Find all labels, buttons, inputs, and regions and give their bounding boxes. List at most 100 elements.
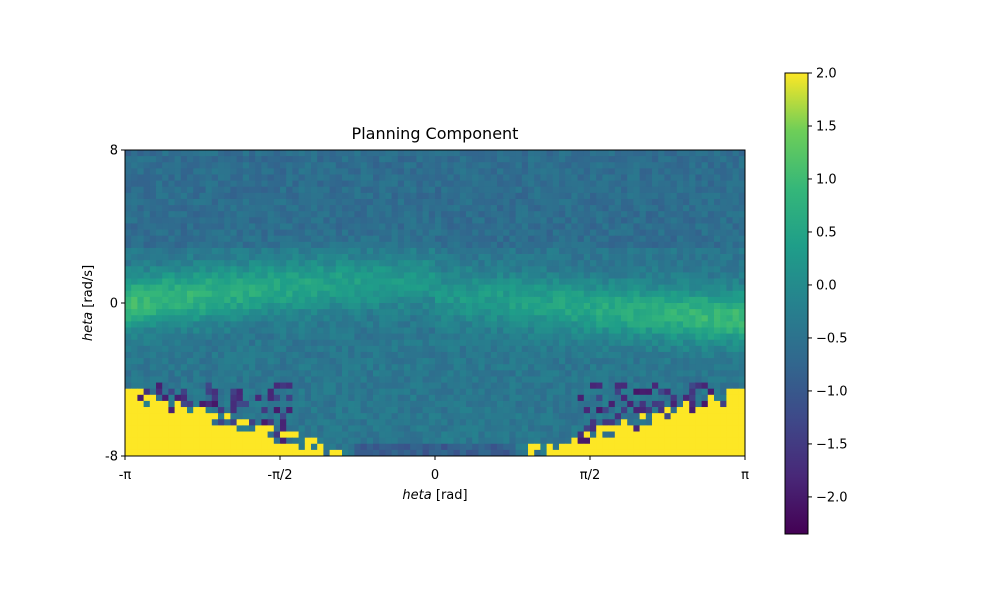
heatmap-cell [218, 345, 225, 353]
heatmap-cell [552, 370, 560, 377]
heatmap-cell [174, 192, 182, 200]
heatmap-cell [695, 260, 702, 267]
heatmap-cell [410, 186, 417, 194]
heatmap-cell [410, 168, 417, 175]
heatmap-cell [447, 290, 454, 298]
heatmap-cell [695, 186, 702, 194]
heatmap-cell [453, 370, 461, 377]
heatmap-cell [397, 413, 405, 420]
heatmap-cell [670, 198, 678, 206]
heatmap-cell [484, 266, 492, 273]
heatmap-cell [366, 425, 374, 432]
heatmap-cell [484, 223, 492, 230]
heatmap-cell [546, 296, 554, 304]
heatmap-cell [428, 156, 436, 163]
heatmap-cell [156, 205, 163, 212]
heatmap-cell [738, 407, 746, 414]
heatmap-cell [404, 425, 411, 432]
heatmap-cell [267, 358, 275, 365]
heatmap-cell [652, 192, 659, 200]
heatmap-cell [323, 315, 330, 322]
heatmap-cell [168, 211, 175, 218]
heatmap-cell [242, 217, 250, 224]
heatmap-cell [348, 168, 355, 175]
heatmap-cell [621, 449, 628, 457]
heatmap-cell [534, 290, 541, 298]
heatmap-cell [242, 260, 250, 267]
heatmap-cell [143, 186, 151, 194]
heatmap-cell [583, 376, 591, 383]
heatmap-cell [373, 339, 380, 347]
heatmap-cell [236, 339, 244, 347]
heatmap-cell [602, 407, 609, 414]
heatmap-cell [738, 229, 746, 237]
heatmap-cell [311, 394, 318, 402]
heatmap-cell [391, 345, 399, 353]
heatmap-cell [174, 266, 182, 273]
heatmap-cell [298, 186, 306, 194]
heatmap-cell [441, 168, 448, 175]
heatmap-cell [546, 272, 554, 279]
heatmap-cell [255, 382, 262, 390]
heatmap-cell [317, 309, 324, 316]
heatmap-cell [218, 437, 225, 445]
heatmap-cell [528, 174, 535, 181]
heatmap-cell [174, 431, 182, 439]
heatmap-cell [466, 296, 473, 304]
heatmap-cell [689, 388, 696, 396]
heatmap-cell [348, 186, 355, 194]
heatmap-cell [683, 358, 690, 365]
heatmap-cell [348, 211, 355, 218]
heatmap-cell [621, 168, 628, 175]
heatmap-cell [596, 186, 603, 194]
heatmap-cell [602, 290, 609, 298]
heatmap-cell [360, 211, 368, 218]
heatmap-cell [720, 333, 727, 341]
heatmap-cell [490, 272, 498, 279]
heatmap-cell [218, 223, 225, 230]
heatmap-cell [249, 235, 256, 243]
heatmap-cell [242, 388, 250, 396]
heatmap-cell [602, 217, 609, 224]
heatmap-cell [621, 284, 628, 292]
heatmap-cell [292, 260, 299, 267]
heatmap-cell [168, 419, 175, 426]
heatmap-cell [689, 229, 696, 237]
heatmap-cell [515, 266, 523, 273]
heatmap-cell [695, 431, 702, 439]
heatmap-cell [670, 217, 678, 224]
heatmap-cell [490, 364, 498, 371]
heatmap-cell [478, 400, 485, 408]
heatmap-cell [726, 247, 733, 255]
heatmap-cell [267, 321, 275, 328]
heatmap-cell [335, 382, 343, 390]
heatmap-cell [608, 205, 616, 212]
heatmap-cell [466, 192, 473, 200]
heatmap-cell [193, 413, 200, 420]
heatmap-cell [286, 419, 293, 426]
heatmap-cell [366, 254, 374, 261]
heatmap-cell [726, 407, 733, 414]
heatmap-cell [645, 162, 653, 169]
heatmap-cell [416, 303, 423, 310]
heatmap-cell [391, 296, 399, 304]
heatmap-cell [373, 321, 380, 328]
heatmap-cell [249, 407, 256, 414]
heatmap-cell [131, 364, 138, 371]
heatmap-cell [422, 321, 430, 328]
heatmap-cell [236, 174, 244, 181]
heatmap-cell [552, 272, 560, 279]
heatmap-cell [484, 382, 492, 390]
heatmap-cell [205, 150, 213, 157]
heatmap-cell [236, 241, 244, 249]
heatmap-cell [199, 327, 206, 334]
heatmap-cell [360, 431, 368, 439]
heatmap-cell [571, 351, 578, 359]
heatmap-cell [707, 254, 715, 261]
heatmap-cell [534, 192, 541, 200]
heatmap-cell [298, 400, 306, 408]
heatmap-cell [664, 260, 671, 267]
heatmap-cell [249, 376, 256, 383]
heatmap-cell [472, 241, 479, 249]
heatmap-cell [509, 351, 516, 359]
